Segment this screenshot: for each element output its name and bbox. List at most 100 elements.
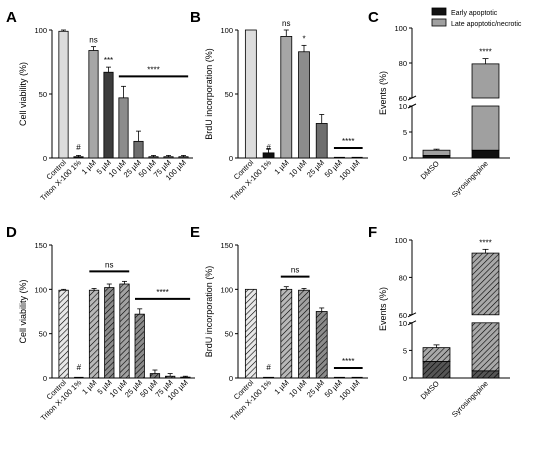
y-tick-label: 0 bbox=[229, 154, 233, 163]
bar-hatch bbox=[298, 290, 310, 378]
significance-label: ns bbox=[282, 19, 290, 28]
y-tick-label: 60 bbox=[399, 311, 407, 320]
y-tick-label: 50 bbox=[39, 90, 47, 99]
x-tick-label: 10 µM bbox=[287, 158, 308, 179]
y-tick-label: 100 bbox=[34, 26, 47, 35]
y-tick-label: 100 bbox=[220, 285, 233, 294]
significance-label: # bbox=[76, 143, 81, 152]
y-tick-label: 150 bbox=[34, 241, 47, 250]
significance-label: # bbox=[77, 363, 82, 372]
bar bbox=[58, 30, 69, 159]
bar bbox=[315, 123, 328, 159]
bar bbox=[178, 156, 189, 159]
bar bbox=[163, 156, 174, 159]
legend-label: Early apoptotic bbox=[451, 10, 498, 17]
significance-label: # bbox=[266, 363, 271, 372]
bar bbox=[73, 156, 84, 159]
y-tick-label: 80 bbox=[399, 59, 407, 68]
y-tick-label: 50 bbox=[225, 330, 233, 339]
legend-swatch bbox=[431, 7, 447, 16]
x-tick-label: 1 µM bbox=[80, 158, 98, 176]
x-tick-label: DMSO bbox=[419, 379, 441, 401]
significance-label: # bbox=[266, 143, 271, 152]
bar-hatch bbox=[472, 370, 499, 378]
y-tick-label: 0 bbox=[43, 154, 47, 163]
x-tick-label: DMSO bbox=[419, 159, 441, 181]
legend-label: Late apoptotic/necrotic bbox=[451, 21, 522, 28]
y-tick-label: 100 bbox=[394, 24, 407, 33]
significance-label: * bbox=[302, 34, 305, 43]
y-tick-label: 100 bbox=[220, 26, 233, 35]
y-tick-label: 5 bbox=[403, 128, 407, 137]
bar bbox=[118, 97, 129, 159]
significance-label: ns bbox=[89, 36, 97, 45]
bar-hatch bbox=[472, 253, 499, 315]
panel-letter: F bbox=[368, 224, 377, 241]
bar-hatch bbox=[423, 347, 450, 362]
significance-label: ns bbox=[105, 260, 113, 269]
bar-hatch bbox=[280, 289, 292, 378]
bar bbox=[280, 36, 293, 159]
y-tick-label: 0 bbox=[403, 154, 407, 163]
y-axis-label: Cell viability (%) bbox=[18, 279, 28, 343]
significance-label: **** bbox=[342, 357, 354, 366]
y-axis-label: Events (%) bbox=[378, 287, 388, 331]
bar bbox=[244, 29, 257, 159]
bar-hatch bbox=[180, 377, 191, 378]
bar bbox=[103, 71, 114, 159]
bar-hatch bbox=[472, 322, 499, 371]
x-tick-label: Syrosingopine bbox=[450, 159, 490, 199]
bar-hatch bbox=[316, 311, 328, 378]
bar-hatch bbox=[135, 314, 145, 378]
bar bbox=[133, 140, 144, 159]
bar-hatch bbox=[104, 287, 114, 378]
significance-label: **** bbox=[156, 288, 168, 297]
y-tick-label: 50 bbox=[225, 90, 233, 99]
panel-letter: C bbox=[368, 9, 379, 26]
bar-hatch bbox=[245, 289, 257, 378]
y-tick-label: 50 bbox=[39, 330, 47, 339]
panel-letter: A bbox=[6, 9, 17, 26]
x-tick-label: 1 µM bbox=[80, 378, 98, 396]
bar bbox=[262, 152, 275, 159]
significance-label: **** bbox=[479, 238, 491, 247]
y-tick-label: 100 bbox=[394, 236, 407, 245]
bar-hatch bbox=[165, 376, 175, 378]
bar bbox=[298, 51, 310, 159]
stacked-bar-segment bbox=[471, 149, 500, 159]
bar-hatch bbox=[89, 290, 99, 378]
bar-hatch bbox=[423, 361, 450, 378]
y-tick-label: 10 bbox=[399, 319, 407, 328]
significance-label: ns bbox=[291, 266, 299, 275]
panel-letter: E bbox=[190, 224, 200, 241]
y-tick-label: 5 bbox=[403, 346, 407, 355]
y-tick-label: 0 bbox=[403, 374, 407, 383]
y-axis-label: Cell viability (%) bbox=[18, 62, 28, 126]
bar-hatch bbox=[58, 290, 69, 378]
significance-label: **** bbox=[147, 65, 159, 74]
y-tick-label: 0 bbox=[43, 374, 47, 383]
significance-label: **** bbox=[479, 48, 491, 57]
y-tick-label: 0 bbox=[229, 374, 233, 383]
x-tick-label: 10 µM bbox=[287, 378, 308, 399]
x-tick-label: Syrosingopine bbox=[450, 379, 490, 419]
bar bbox=[88, 50, 99, 159]
bar-hatch bbox=[150, 373, 160, 378]
stacked-bar-segment bbox=[471, 105, 500, 151]
y-tick-label: 80 bbox=[399, 273, 407, 282]
x-tick-label: 25 µM bbox=[305, 378, 326, 399]
legend-swatch bbox=[431, 18, 447, 27]
y-tick-label: 10 bbox=[399, 102, 407, 111]
y-tick-label: 60 bbox=[399, 94, 407, 103]
significance-label: **** bbox=[342, 137, 354, 146]
x-tick-label: 25 µM bbox=[305, 158, 326, 179]
panel-letter: B bbox=[190, 9, 201, 26]
y-axis-label: Events (%) bbox=[378, 71, 388, 115]
